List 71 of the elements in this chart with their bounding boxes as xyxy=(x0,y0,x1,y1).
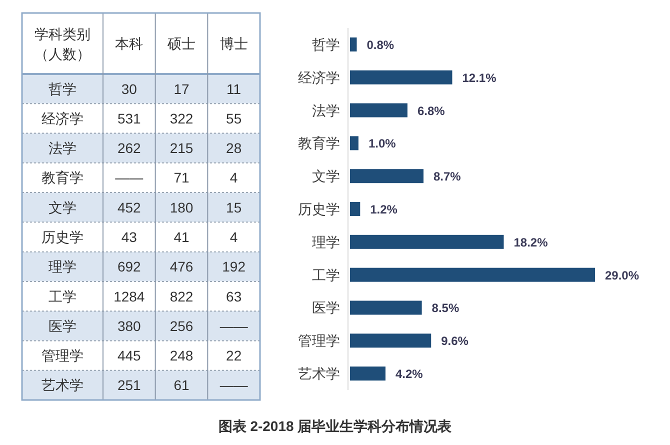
data-label: 29.0% xyxy=(605,268,640,282)
row-label: 经济学 xyxy=(42,110,84,126)
category-label: 文学 xyxy=(312,168,340,184)
cell-label: 4 xyxy=(230,229,238,245)
data-label: 1.2% xyxy=(370,202,398,216)
column-label: 博士 xyxy=(220,36,248,52)
cell-label: 192 xyxy=(222,258,246,275)
cell-label: 256 xyxy=(170,318,194,334)
row-label: 哲学 xyxy=(48,80,76,97)
data-label: 0.8% xyxy=(366,38,394,52)
category-label: 经济学 xyxy=(298,69,340,86)
cell-label: 30 xyxy=(121,80,137,97)
cell-label: 452 xyxy=(117,199,141,216)
cell-label: 822 xyxy=(170,288,194,304)
cell-label: 1284 xyxy=(114,288,145,304)
data-label: 8.5% xyxy=(432,301,460,316)
category-label: 艺术学 xyxy=(298,366,340,382)
data-label: 4.2% xyxy=(395,367,423,382)
cell-label: 476 xyxy=(170,258,194,275)
category-label: 历史学 xyxy=(298,201,340,217)
cell-label: 22 xyxy=(226,348,242,364)
row-label: 法学 xyxy=(48,140,76,156)
cell-label: 445 xyxy=(117,348,141,364)
cell-label: 55 xyxy=(226,110,242,126)
cell-note: —— xyxy=(115,170,144,186)
cell-label: 262 xyxy=(117,140,141,156)
data-label: 12.1% xyxy=(462,70,496,85)
row-label: 艺术学 xyxy=(42,377,84,394)
cell-label: 71 xyxy=(174,170,190,186)
category-label: 理学 xyxy=(312,234,340,250)
row-label: 工学 xyxy=(48,288,76,304)
cell-label: 41 xyxy=(174,229,190,245)
cell-label: 692 xyxy=(117,258,141,275)
column-label: 硕士 xyxy=(168,36,196,52)
cell-label: 28 xyxy=(226,140,242,156)
column-label: 本科 xyxy=(115,36,144,52)
row-label: 医学 xyxy=(48,318,76,334)
cell-label: 63 xyxy=(226,288,242,304)
category-label: 工学 xyxy=(312,266,340,283)
cell-label: 17 xyxy=(174,80,190,97)
row-label: 理学 xyxy=(48,258,76,275)
data-label: 8.7% xyxy=(434,170,461,184)
category-label: 法学 xyxy=(312,102,340,118)
data-label: 9.6% xyxy=(441,334,468,348)
row-label: 历史学 xyxy=(42,229,84,245)
cell-label: 4 xyxy=(230,170,238,186)
cell-label: 248 xyxy=(170,348,194,364)
cell-label: 531 xyxy=(117,110,141,126)
row-label: 教育学 xyxy=(42,170,84,186)
ylabel: 学科类别（人数） xyxy=(34,24,92,64)
cell-label: 61 xyxy=(174,377,190,394)
cell-label: 43 xyxy=(121,229,137,245)
cell-label: 251 xyxy=(117,377,141,394)
data-label: 1.0% xyxy=(368,136,396,151)
row-label: 管理学 xyxy=(42,348,84,364)
category-label: 管理学 xyxy=(298,332,340,349)
category-label: 医学 xyxy=(312,300,340,316)
cell-label: 11 xyxy=(226,80,242,97)
category-label: 教育学 xyxy=(298,135,340,152)
category-label: 哲学 xyxy=(312,36,340,52)
cell-label: 322 xyxy=(170,110,194,126)
cell-note: —— xyxy=(220,318,248,334)
cell-note: —— xyxy=(220,377,248,394)
cell-label: 215 xyxy=(170,140,194,156)
cell-label: 380 xyxy=(117,318,141,334)
annotation: 图表 2-2018 届毕业生学科分布情况表 xyxy=(218,418,452,434)
data-label: 18.2% xyxy=(514,235,548,250)
cell-label: 15 xyxy=(226,199,242,216)
cell-label: 180 xyxy=(170,199,194,216)
data-label: 6.8% xyxy=(417,104,445,118)
row-label: 文学 xyxy=(48,199,76,216)
